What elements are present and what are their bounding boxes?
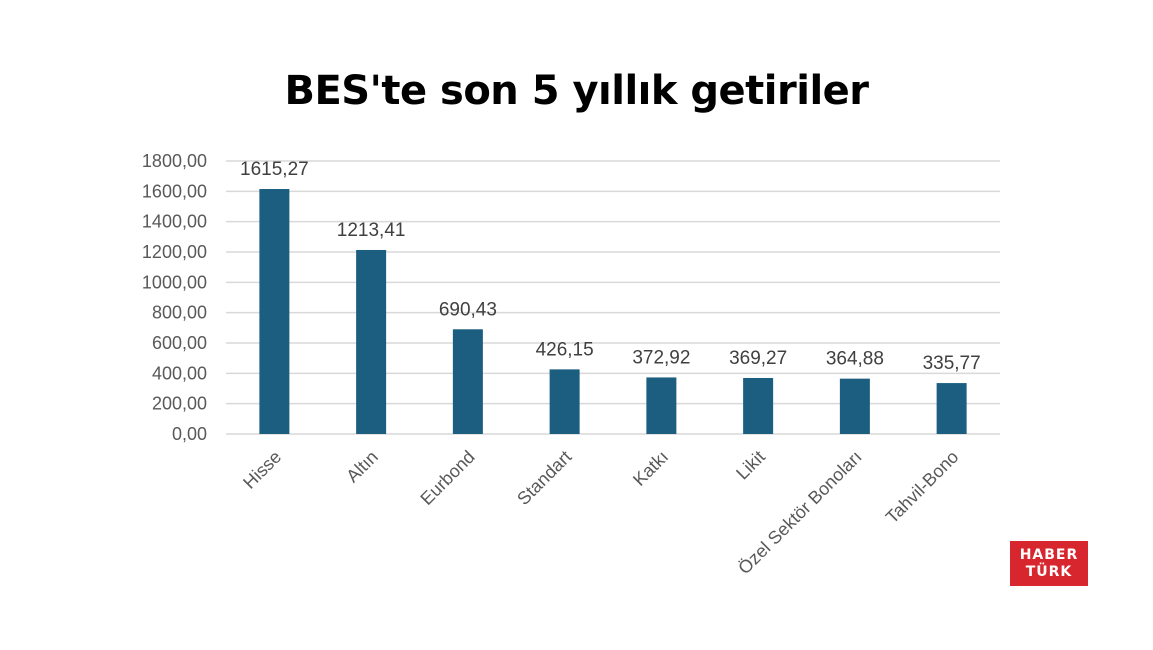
category-label: Altın [342,447,382,487]
data-label: 1213,41 [337,220,406,241]
logo-line-1: HABER [1019,546,1079,563]
data-label: 335,77 [923,353,981,374]
logo-line-2: TÜRK [1025,563,1073,580]
y-tick-label: 1600,00 [142,181,207,201]
grid-lines [226,160,1000,435]
y-tick-label: 1000,00 [142,272,207,292]
y-axis-ticks: 0,00 200,00 400,00 600,00 800,00 1000,00 1200,… [142,151,207,444]
y-tick-label: 1200,00 [142,242,207,262]
y-tick-label: 800,00 [152,303,207,323]
bar [646,377,677,434]
bar [743,377,774,434]
chart-title: BES'te son 5 yıllık getiriler [284,68,869,114]
category-labels: Hisse Altın Eurbond Standart Katkı LikitÖzel … [239,447,962,579]
data-label: 426,15 [536,339,594,360]
bars [259,189,967,434]
category-label: Eurbond [416,447,478,509]
category-label: Hisse [239,447,285,493]
y-tick-label: 600,00 [152,333,207,353]
category-label: Katkı [629,447,672,490]
category-label: Tahvil-Bono [882,447,963,528]
bar [839,378,870,434]
y-tick-label: 400,00 [152,363,207,383]
bar [452,329,483,434]
category-label: Standart [513,447,575,509]
y-tick-label: 0,00 [172,424,207,444]
data-labels: 1615,27 1213,41 690,43 426,15 372,92 369,27 36… [240,159,981,374]
data-label: 364,88 [826,349,884,370]
bar [259,189,290,434]
data-label: 690,43 [439,299,497,320]
data-label: 372,92 [632,347,690,368]
haberturk-logo: HABER TÜRK [1010,541,1088,586]
bar [936,383,967,434]
data-label: 369,27 [729,348,787,369]
y-tick-label: 1800,00 [142,151,207,171]
bar [356,249,387,434]
y-tick-label: 1400,00 [142,212,207,232]
bar [549,369,580,434]
y-tick-label: 200,00 [152,394,207,414]
data-label: 1615,27 [240,159,309,180]
category-label: Likit [732,447,769,484]
